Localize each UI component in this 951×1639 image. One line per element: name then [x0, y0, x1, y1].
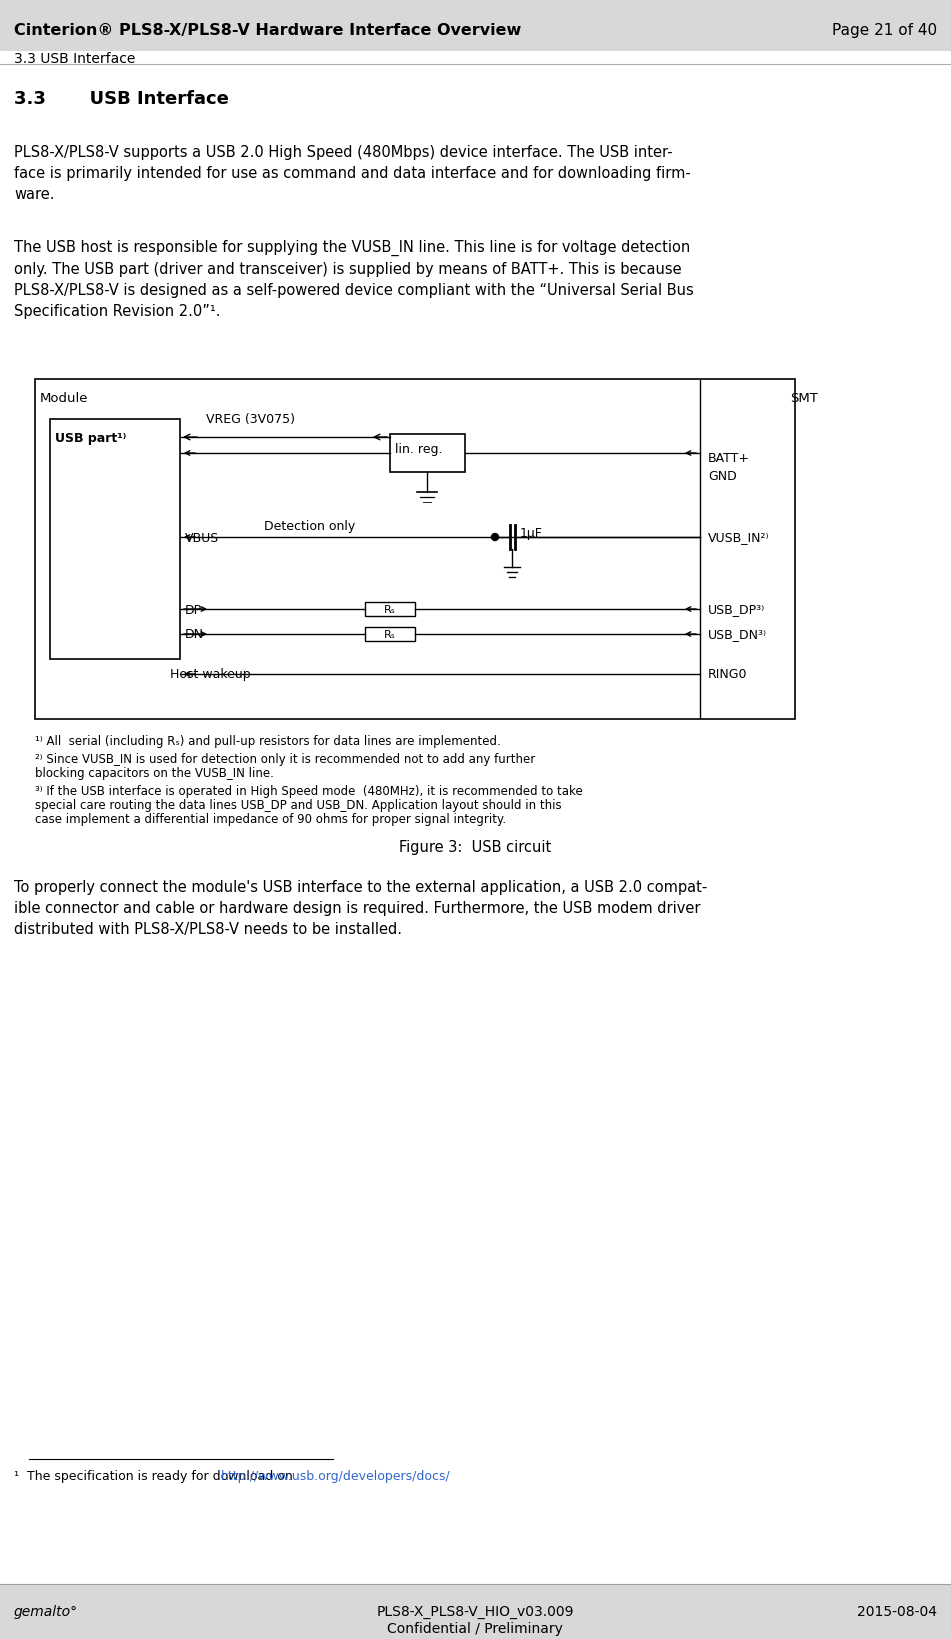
Text: Module: Module: [40, 392, 88, 405]
Text: DN: DN: [185, 628, 204, 641]
Bar: [365, 603, 415, 616]
Text: ²⁾ Since VUSB_IN is used for detection only it is recommended not to add any fur: ²⁾ Since VUSB_IN is used for detection o…: [35, 752, 535, 765]
Text: Rₛ: Rₛ: [384, 629, 396, 639]
Text: USB_DP³⁾: USB_DP³⁾: [708, 603, 766, 616]
Text: lin. reg.: lin. reg.: [395, 443, 442, 456]
Text: USB_DN³⁾: USB_DN³⁾: [708, 628, 767, 641]
Text: BATT+: BATT+: [708, 452, 750, 465]
Text: To properly connect the module's USB interface to the external application, a US: To properly connect the module's USB int…: [14, 880, 708, 936]
Text: http://www.usb.org/developers/docs/: http://www.usb.org/developers/docs/: [221, 1469, 451, 1482]
Text: 3.3       USB Interface: 3.3 USB Interface: [14, 90, 229, 108]
Text: DP: DP: [185, 603, 203, 616]
Text: gemalto°: gemalto°: [14, 1605, 78, 1618]
Text: 1μF: 1μF: [520, 526, 543, 539]
Text: ¹  The specification is ready for download on: ¹ The specification is ready for downloa…: [14, 1469, 297, 1482]
Bar: [0, 0, 951, 52]
Text: The USB host is responsible for supplying the VUSB_IN line. This line is for vol: The USB host is responsible for supplyin…: [14, 239, 693, 320]
Bar: [390, 434, 465, 472]
Text: ³⁾ If the USB interface is operated in High Speed mode  (480MHz), it is recommen: ³⁾ If the USB interface is operated in H…: [35, 785, 583, 798]
Text: Host wakeup: Host wakeup: [169, 669, 250, 682]
Text: case implement a differential impedance of 90 ohms for proper signal integrity.: case implement a differential impedance …: [35, 813, 506, 826]
Text: Confidential / Preliminary: Confidential / Preliminary: [387, 1621, 563, 1636]
Text: ¹⁾ All  serial (including Rₛ) and pull-up resistors for data lines are implement: ¹⁾ All serial (including Rₛ) and pull-up…: [35, 734, 501, 747]
Text: PLS8-X/PLS8-V supports a USB 2.0 High Speed (480Mbps) device interface. The USB : PLS8-X/PLS8-V supports a USB 2.0 High Sp…: [14, 144, 690, 202]
Text: 3.3 USB Interface: 3.3 USB Interface: [14, 52, 135, 66]
Text: Figure 3:  USB circuit: Figure 3: USB circuit: [398, 839, 552, 854]
Text: Detection only: Detection only: [264, 520, 356, 533]
Bar: [35, 380, 795, 720]
Text: VBUS: VBUS: [185, 531, 220, 544]
Text: GND: GND: [708, 469, 737, 482]
Bar: [365, 628, 415, 641]
Text: SMT: SMT: [790, 392, 818, 405]
Text: 2015-08-04: 2015-08-04: [857, 1605, 937, 1618]
Bar: [0, 1583, 951, 1639]
Text: special care routing the data lines USB_DP and USB_DN. Application layout should: special care routing the data lines USB_…: [35, 798, 562, 811]
Text: VUSB_IN²⁾: VUSB_IN²⁾: [708, 531, 769, 544]
Text: VREG (3V075): VREG (3V075): [205, 413, 295, 426]
Text: Cinterion® PLS8-X/PLS8-V Hardware Interface Overview: Cinterion® PLS8-X/PLS8-V Hardware Interf…: [14, 23, 521, 38]
Text: PLS8-X_PLS8-V_HIO_v03.009: PLS8-X_PLS8-V_HIO_v03.009: [377, 1605, 573, 1618]
Text: Page 21 of 40: Page 21 of 40: [832, 23, 937, 38]
Bar: [50, 420, 180, 659]
Text: blocking capacitors on the VUSB_IN line.: blocking capacitors on the VUSB_IN line.: [35, 767, 274, 780]
Circle shape: [492, 534, 498, 541]
Text: Rₛ: Rₛ: [384, 605, 396, 615]
Text: RING0: RING0: [708, 669, 747, 682]
Text: USB part¹⁾: USB part¹⁾: [55, 431, 126, 444]
